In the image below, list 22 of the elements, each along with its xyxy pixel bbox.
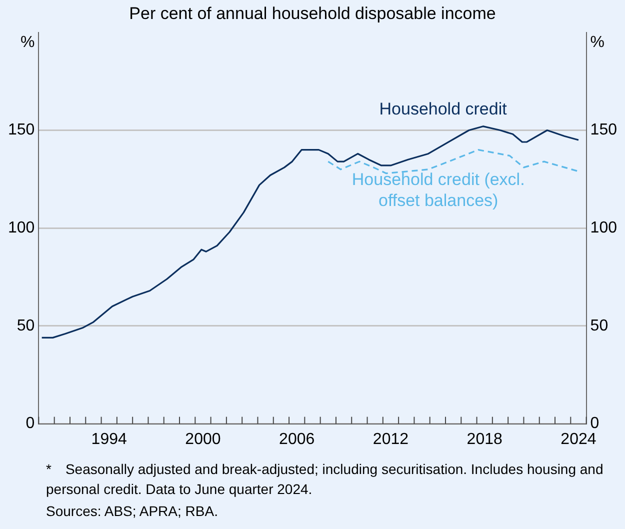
y2-tick-label: 50 <box>590 317 608 334</box>
series-label: Household credit (excl. offset balances) <box>352 170 525 210</box>
y-axis-title: % <box>20 34 35 51</box>
x-tick-label: 2024 <box>560 430 596 448</box>
y-tick-label: 0 <box>26 415 35 432</box>
y2-tick-label: 0 <box>590 415 600 432</box>
chart-title: Per cent of annual household disposable income <box>129 4 496 23</box>
y-tick-label: 50 <box>16 317 35 334</box>
y2-axis-title: % <box>590 34 605 51</box>
y2-tick-label: 100 <box>590 220 618 237</box>
y-tick-label: 100 <box>8 220 35 237</box>
x-tick-label: 2006 <box>279 430 315 448</box>
x-tick-label: 2018 <box>466 430 503 448</box>
y2-tick-label: 150 <box>590 122 618 139</box>
x-tick-label: 2012 <box>372 430 409 448</box>
y-tick-label: 150 <box>8 122 35 139</box>
x-tick-label: 2000 <box>185 430 221 448</box>
text: * Seasonally adjusted and break-adjusted; including securitisation. Includes housing and personal credit. Data to June quarter 2024. <box>46 460 604 499</box>
source-note: Sources: ABS; APRA; RBA. <box>46 502 219 521</box>
line-series <box>327 149 580 174</box>
series-label: Household credit <box>379 100 508 119</box>
x-tick-label: 1994 <box>91 430 127 448</box>
